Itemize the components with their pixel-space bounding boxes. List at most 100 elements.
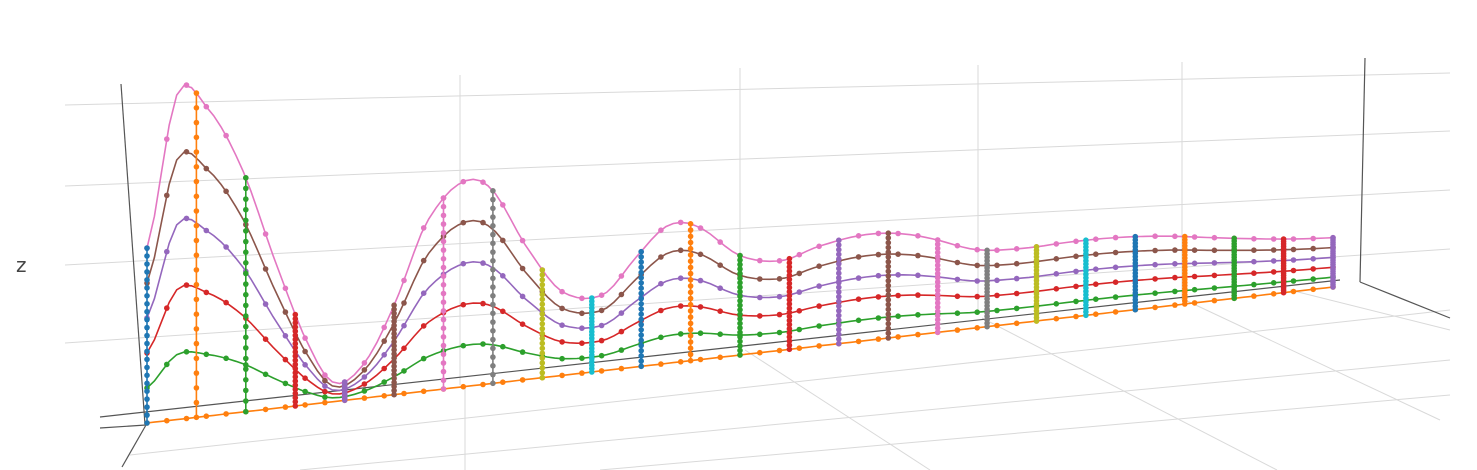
along-line-point — [697, 356, 704, 363]
along-line-point — [262, 301, 269, 307]
along-line-point — [1013, 320, 1020, 327]
along-line-point — [1112, 234, 1119, 241]
cross-line-6 — [440, 195, 447, 392]
cross-line-point — [243, 260, 249, 266]
cross-line-point — [934, 258, 941, 264]
along-line-point — [855, 233, 862, 239]
cross-line-point — [193, 267, 200, 273]
cross-line-point — [638, 358, 644, 364]
along-line-point — [1191, 260, 1198, 267]
along-line-point — [1310, 286, 1316, 293]
along-line-point — [757, 349, 763, 356]
along-line-point — [381, 352, 388, 358]
cross-line-point — [490, 301, 496, 308]
cross-line-point — [440, 230, 447, 236]
cross-line-point — [687, 283, 694, 289]
cross-line-point — [193, 193, 200, 200]
cross-line-point — [539, 316, 546, 322]
along-line-point — [401, 277, 407, 284]
cross-line-point — [885, 311, 892, 318]
cross-line-point — [687, 339, 694, 345]
along-line-point — [895, 230, 901, 237]
cross-line-point — [440, 282, 447, 288]
along-line-point — [1251, 293, 1257, 299]
cross-line-point — [687, 233, 694, 240]
along-line-point — [203, 227, 210, 234]
cross-line-point — [292, 378, 299, 384]
along-line-point — [401, 345, 407, 352]
cross-line-point — [391, 383, 397, 390]
cross-line-point — [786, 260, 793, 266]
cross-line-point — [292, 332, 299, 339]
cross-lines — [144, 90, 1336, 426]
cross-line-point — [687, 326, 694, 333]
along-line-point — [697, 304, 704, 310]
cross-line-point — [391, 339, 397, 345]
along-line-point — [757, 257, 763, 264]
cross-line-point — [786, 276, 793, 283]
along-line-point — [677, 275, 684, 282]
cross-line-point — [490, 266, 496, 273]
cross-line-point — [539, 335, 546, 342]
cross-line-point — [687, 252, 694, 258]
along-line-point — [598, 337, 605, 344]
cross-line-point — [737, 279, 743, 286]
cross-line-point — [193, 370, 200, 376]
along-line-point — [519, 265, 526, 272]
cross-line-point — [193, 252, 200, 258]
cross-line-point — [243, 313, 249, 319]
cross-line-point — [1330, 234, 1336, 241]
grid-line-back-h — [64, 72, 1451, 106]
along-line-point — [1152, 304, 1158, 311]
along-line-point — [796, 326, 803, 333]
cross-line-point — [391, 334, 397, 341]
along-line-point — [302, 388, 308, 395]
along-line-point — [1211, 234, 1218, 241]
along-line-point — [1172, 261, 1178, 267]
cross-line-point — [144, 277, 150, 283]
along-line-point — [618, 310, 625, 316]
along-line-point — [480, 219, 486, 226]
along-line-point — [164, 248, 170, 255]
along-line-point — [1211, 272, 1218, 279]
cross-line-point — [786, 317, 793, 324]
cross-line-point — [243, 281, 249, 287]
cross-line-point — [737, 316, 743, 322]
along-line-point — [282, 333, 289, 339]
cross-line-point — [440, 195, 447, 201]
along-line-point — [420, 225, 427, 231]
cross-line-1 — [193, 90, 200, 421]
along-line-point — [420, 355, 427, 362]
along-line-point — [1310, 245, 1316, 252]
cross-line-point — [490, 249, 496, 255]
cross-line-point — [836, 284, 842, 291]
cross-line-point — [144, 253, 150, 259]
along-line-point — [697, 251, 704, 258]
along-line-point — [757, 331, 763, 338]
cross-line-11 — [687, 221, 694, 364]
cross-line-point — [836, 275, 842, 281]
grid-line-floor — [1289, 289, 1451, 331]
cross-line-point — [391, 359, 397, 365]
along-line-point — [401, 322, 407, 329]
along-line-point — [381, 365, 388, 372]
cross-line-point — [885, 230, 892, 236]
along-line-point — [322, 377, 328, 384]
along-line-point — [1013, 305, 1020, 312]
along-line-point — [480, 260, 486, 266]
along-line-point — [1073, 238, 1079, 245]
cross-line-point — [885, 325, 892, 332]
cross-line-point — [885, 287, 892, 294]
cross-line-point — [687, 345, 694, 352]
along-line-point — [1191, 247, 1198, 253]
cross-line-point — [638, 301, 644, 307]
cross-line-point — [292, 340, 299, 347]
cross-line-point — [193, 105, 200, 111]
cross-line-point — [836, 265, 842, 272]
cross-line-point — [885, 297, 892, 303]
cross-line-point — [193, 237, 200, 244]
cross-line-point — [934, 262, 941, 269]
axis-line — [1359, 57, 1366, 283]
along-line-point — [223, 355, 229, 362]
